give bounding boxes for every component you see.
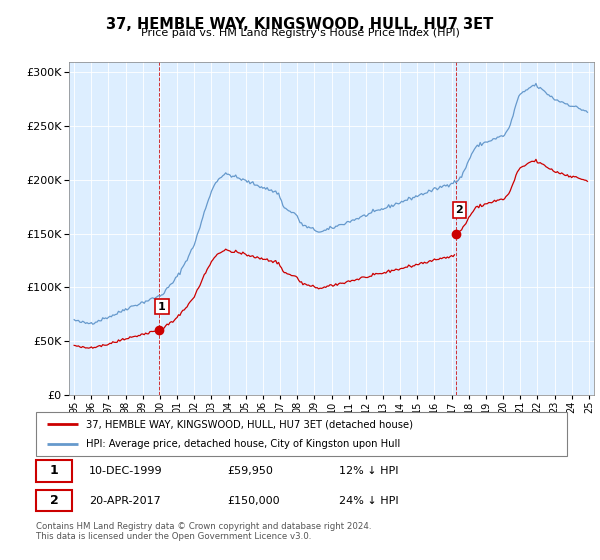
Text: 12% ↓ HPI: 12% ↓ HPI — [338, 466, 398, 476]
Text: 2: 2 — [50, 494, 58, 507]
FancyBboxPatch shape — [36, 490, 72, 511]
Text: HPI: Average price, detached house, City of Kingston upon Hull: HPI: Average price, detached house, City… — [86, 439, 401, 449]
Text: 37, HEMBLE WAY, KINGSWOOD, HULL, HU7 3ET: 37, HEMBLE WAY, KINGSWOOD, HULL, HU7 3ET — [106, 17, 494, 32]
Text: Price paid vs. HM Land Registry's House Price Index (HPI): Price paid vs. HM Land Registry's House … — [140, 28, 460, 38]
Text: £59,950: £59,950 — [227, 466, 273, 476]
Text: 20-APR-2017: 20-APR-2017 — [89, 496, 161, 506]
Text: 2: 2 — [455, 205, 463, 215]
Text: Contains HM Land Registry data © Crown copyright and database right 2024.
This d: Contains HM Land Registry data © Crown c… — [36, 522, 371, 542]
Text: 24% ↓ HPI: 24% ↓ HPI — [338, 496, 398, 506]
FancyBboxPatch shape — [36, 460, 72, 482]
Text: 1: 1 — [158, 302, 166, 312]
Text: 10-DEC-1999: 10-DEC-1999 — [89, 466, 163, 476]
Text: £150,000: £150,000 — [227, 496, 280, 506]
Text: 1: 1 — [50, 464, 58, 478]
Text: 37, HEMBLE WAY, KINGSWOOD, HULL, HU7 3ET (detached house): 37, HEMBLE WAY, KINGSWOOD, HULL, HU7 3ET… — [86, 419, 413, 429]
